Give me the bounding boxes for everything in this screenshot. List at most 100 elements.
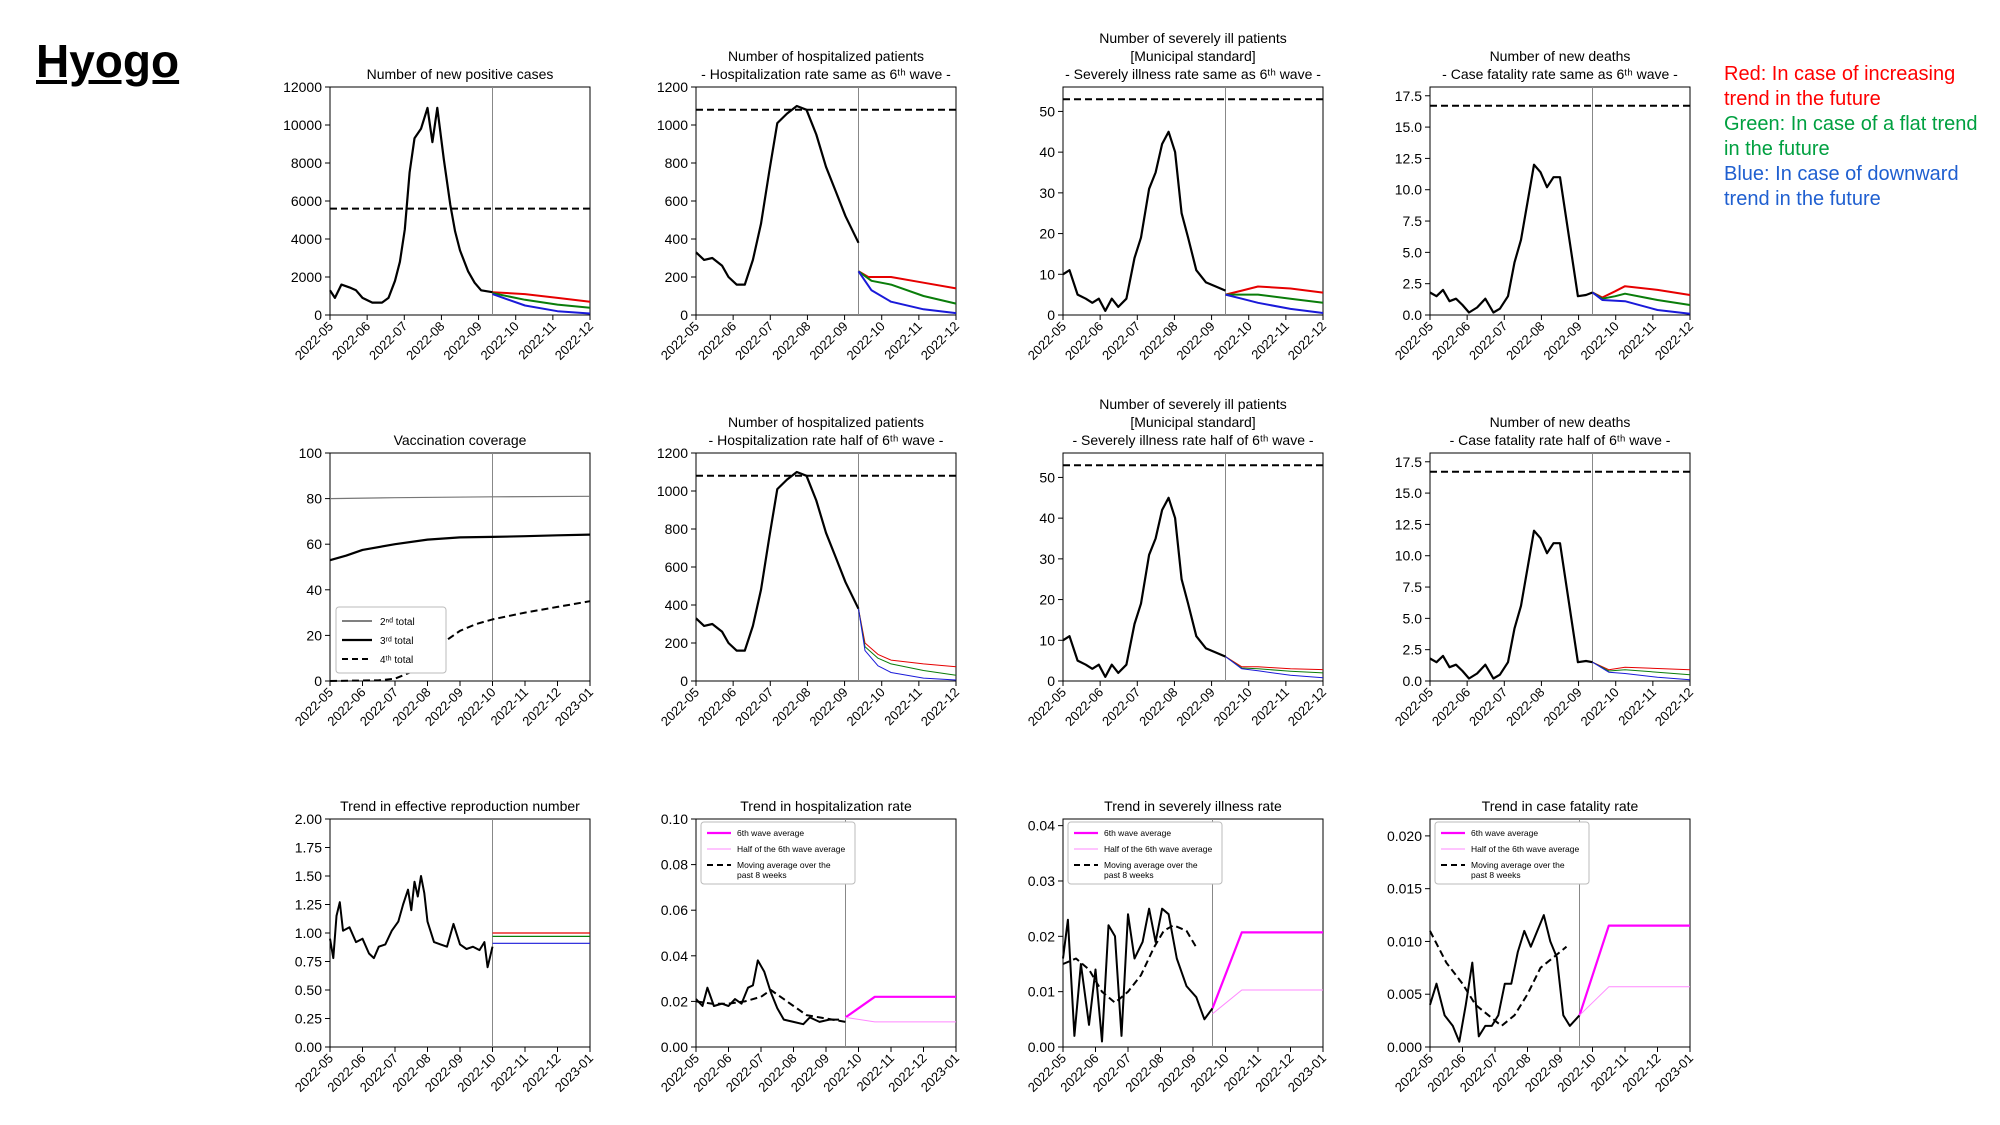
x-tick-label: 2022-08 (769, 319, 813, 363)
x-tick-label: 2022-05 (1392, 685, 1436, 729)
x-tick-label: 2022-05 (1025, 319, 1069, 363)
y-tick-label: 5.0 (1403, 244, 1423, 260)
legend-note-red: Red: In case of increasing trend in the … (1724, 63, 1956, 110)
x-tick-label: 2022-11 (1615, 319, 1659, 363)
x-tick-label: 2022-10 (843, 685, 887, 729)
x-tick-label: 2022-07 (732, 319, 776, 363)
plot-frame (695, 452, 957, 682)
x-tick-label: 2022-07 (1466, 319, 1510, 363)
color-legend-note: Red: In case of increasing trend in the … (1724, 62, 1994, 212)
series-line (1062, 907, 1214, 1043)
legend-label: 2ⁿᵈ total (380, 617, 415, 628)
y-tick-label: 40 (1039, 144, 1055, 160)
chart-title: Number of severely ill patients (1099, 30, 1287, 46)
x-tick-label: 2022-10 (477, 319, 521, 363)
y-tick-label: 600 (665, 559, 689, 575)
x-tick-label: 2022-05 (658, 319, 702, 363)
legend-label-line: Moving average over the (737, 860, 831, 870)
series-line (1592, 661, 1691, 671)
x-tick-label: 2022-06 (695, 685, 739, 729)
series-line (857, 270, 957, 305)
series-line (695, 989, 846, 1023)
series-line (1429, 529, 1593, 680)
y-tick-label: 1200 (657, 79, 688, 95)
legend-box (1434, 821, 1590, 885)
chart-title: Number of new positive cases (367, 66, 554, 82)
x-tick-label: 2022-08 (403, 319, 447, 363)
y-tick-label: 0.10 (661, 811, 688, 827)
x-tick-label: 2022-06 (1429, 685, 1473, 729)
series-line (857, 270, 957, 315)
y-tick-label: 20 (1039, 226, 1055, 242)
x-tick-label: 2022-09 (440, 319, 484, 363)
legend-label-line: Moving average over the (1104, 860, 1198, 870)
y-tick-label: 12.5 (1395, 516, 1422, 532)
y-tick-label: 0.0 (1403, 673, 1423, 689)
y-tick-label: 1200 (657, 445, 688, 461)
y-tick-label: 10.0 (1395, 548, 1422, 564)
y-tick-label: 30 (1039, 551, 1055, 567)
chart-cfr: Trend in case fatality rate 0.000 0.005 0.0… (1387, 798, 1696, 1095)
series-line (1579, 986, 1690, 1016)
series-line (1225, 656, 1324, 679)
chart-severe-half: Number of severely ill patients [Municipa… (1025, 396, 1329, 729)
series-line (329, 533, 591, 562)
chart-title: [Municipal standard] (1130, 48, 1255, 64)
y-tick-label: 0 (1047, 673, 1055, 689)
x-tick-label: 2022-10 (1210, 685, 1254, 729)
y-tick-label: 0.08 (661, 857, 688, 873)
x-tick-label: 2022-10 (1577, 685, 1621, 729)
x-tick-label: 2022-08 (1503, 685, 1547, 729)
legend-note-blue: Blue: In case of downward trend in the f… (1724, 163, 1959, 210)
y-tick-label: 12.5 (1395, 150, 1422, 166)
x-tick-label: 2022-12 (1652, 319, 1696, 363)
y-tick-label: 0.00 (295, 1039, 322, 1055)
series-line (492, 292, 591, 309)
legend-label-line: Moving average over the (1471, 860, 1565, 870)
x-tick-label: 2022-10 (1210, 319, 1254, 363)
y-tick-label: 1.25 (295, 897, 322, 913)
chart-hosp-same: Number of hospitalized patients - Hospita… (657, 48, 962, 363)
y-tick-label: 0.50 (295, 982, 322, 998)
y-tick-label: 17.5 (1395, 454, 1422, 470)
y-tick-label: 8000 (291, 155, 322, 171)
legend-box (1067, 821, 1223, 885)
series-line (1062, 496, 1226, 678)
plot-frame (329, 86, 591, 316)
y-tick-label: 0.005 (1387, 986, 1422, 1002)
y-tick-label: 50 (1039, 469, 1055, 485)
x-tick-label: 2022-10 (843, 319, 887, 363)
legend-label: Half of the 6th wave average (737, 844, 845, 854)
y-tick-label: 60 (306, 536, 322, 552)
chart-title: Trend in effective reproduction number (340, 798, 580, 814)
y-tick-label: 0.01 (1028, 984, 1055, 1000)
y-tick-label: 0.000 (1387, 1039, 1422, 1055)
legend-note-green: Green: In case of a flat trend in the fu… (1724, 113, 1978, 160)
chart-severe-same: Number of severely ill patients [Municipa… (1025, 30, 1329, 363)
chart-severe-rate: Trend in severely illness rate 0.00 0.01 0.… (1025, 798, 1329, 1095)
y-tick-label: 0.75 (295, 954, 322, 970)
chart-title: Number of hospitalized patients (728, 414, 924, 430)
series-line (695, 959, 839, 1026)
series-line (1225, 285, 1324, 296)
x-tick-label: 2022-12 (1285, 319, 1329, 363)
y-tick-label: 800 (665, 155, 689, 171)
y-tick-label: 50 (1039, 103, 1055, 119)
legend-label-line: past 8 weeks (1104, 870, 1154, 880)
y-tick-label: 0.00 (1028, 1039, 1055, 1055)
y-tick-label: 2.5 (1403, 642, 1423, 658)
legend-label: 4ᵗʰ total (380, 655, 413, 666)
y-tick-label: 2.5 (1403, 276, 1423, 292)
x-tick-label: 2022-12 (918, 685, 962, 729)
chart-title: - Hospitalization rate same as 6ᵗʰ wave … (701, 66, 951, 82)
y-tick-label: 0.00 (661, 1039, 688, 1055)
legend-box (335, 606, 447, 674)
chart-rt: Trend in effective reproduction number 0.… (292, 798, 596, 1095)
chart-title: - Severely illness rate half of 6ᵗʰ wave… (1072, 432, 1313, 448)
plot-frame (1062, 452, 1324, 682)
series-line (1211, 931, 1323, 1009)
series-line (1591, 291, 1691, 315)
series-line (1592, 285, 1691, 299)
series-line (1578, 924, 1690, 1016)
series-line (329, 106, 493, 304)
